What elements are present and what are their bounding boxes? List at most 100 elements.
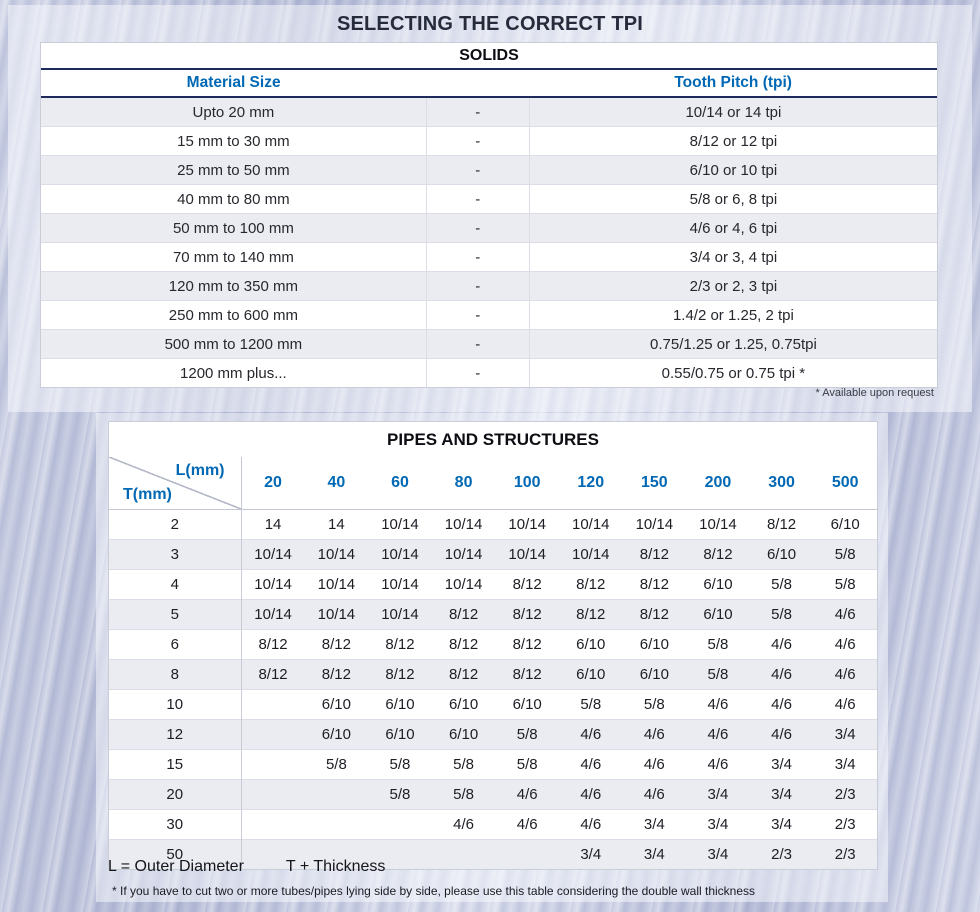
solids-row: 500 mm to 1200 mm -0.75/1.25 or 1.25, 0.7… [41,329,937,359]
legend-outer-diameter: L = Outer Diameter [108,858,244,875]
tpi-value-cell: 4/6 [749,688,814,719]
tpi-value-cell: 5/8 [622,688,687,719]
thickness-value-cell: 3 [109,538,242,569]
diameter-column-header: 40 [304,457,369,510]
tpi-value-cell: 6/10 [558,628,623,659]
thickness-value-cell: 5 [109,598,242,629]
tpi-value-cell: 10/14 [699,515,737,533]
tpi-value-cell: 8/12 [622,568,687,599]
solids-row: 70 mm to 140 mm -3/4 or 3, 4 tpi [41,242,937,272]
material-size-cell: 250 mm to 600 mm [41,300,427,330]
tpi-value-cell: 14 [328,515,345,533]
solids-table-body: Upto 20 mm -10/14 or 14 tpi 15 mm to 30 mm… [41,96,937,387]
tpi-value-cell: 4/6 [558,748,623,779]
material-size-cell: 500 mm to 1200 mm [41,329,427,359]
tpi-value-cell: 8/12 [495,598,559,629]
tpi-value-cell: 14 [264,515,282,533]
pipes-row: 5 10/14 10/14 10/14 8/12 8/12 8/12 8/12 6/10 5/8 4… [109,598,877,629]
pipes-row: 20 5/8 5/8 4/6 4/6 4/6 3/4 3/4 2/3 [109,778,877,809]
tpi-value-cell [241,778,305,809]
diameter-column-header: 60 [368,457,432,510]
tpi-value-cell: 6/10 [304,688,369,719]
tpi-value-cell: 6/10 [431,718,496,749]
tpi-value-cell [241,838,305,869]
tpi-value-cell [495,838,559,869]
tpi-value-cell: 8/12 [495,568,559,599]
solids-row: 50 mm to 100 mm -4/6 or 4, 6 tpi [41,213,937,243]
pipes-row: 50 3/4 3/4 3/4 2/3 2/3 [109,838,877,869]
tpi-value-cell: 3/4 [813,748,877,779]
tpi-value-cell: 4/6 [558,718,623,749]
tpi-value-cell: 6/10 [368,718,432,749]
diameter-column-header: 100 [495,457,559,510]
tpi-value-cell: 10/14 [444,515,483,533]
tpi-value-cell: 3/4 [622,808,687,839]
tpi-value-cell: 4/6 [622,778,687,809]
tpi-value-cell: 6/10 [304,718,369,749]
tpi-value-cell: 10/14 [241,568,305,599]
tpi-value-cell: 5/8 [813,568,877,599]
pipes-row: 8 8/12 8/12 8/12 8/12 8/12 6/10 6/10 5/8 4/6 4/6 [109,658,877,689]
tpi-value-cell: 6/10 [830,515,860,533]
thickness-axis-label: T(mm) [123,485,172,503]
tpi-value-cell [304,778,369,809]
solids-row: 25 mm to 50 mm -6/10 or 10 tpi [41,155,937,185]
thickness-value-cell: 20 [109,778,242,809]
tpi-value-cell: 4/6 [749,658,814,689]
tpi-value-cell: 6/10 [749,538,814,569]
tpi-value-cell: 10/14 [571,515,610,533]
tpi-value-cell: 8/12 [241,628,305,659]
tpi-value-cell [241,748,305,779]
thickness-value-cell: 15 [109,748,242,779]
separator-cell: - [425,271,530,301]
tpi-value-cell: 4/6 [813,688,877,719]
corner-header-cell: L(mm) T(mm) [109,457,242,510]
pipes-row: 6 8/12 8/12 8/12 8/12 8/12 6/10 6/10 5/8 4/6 4/6 [109,628,877,659]
tpi-value-cell: 8/12 [766,515,797,533]
solids-panel: SOLIDS Material Size Tooth Pitch (tpi) U… [40,42,938,388]
separator-cell: - [425,242,530,272]
tpi-value-cell: 8/12 [304,658,369,689]
pipes-row: 2 14 14 10/14 10/14 10/14 10/14 10/14 10/14 8/12 6… [109,509,877,539]
material-size-cell: 70 mm to 140 mm [41,242,427,272]
separator-cell: - [425,96,530,127]
tpi-value-cell: 6/10 [622,628,687,659]
tooth-pitch-cell: 0.55/0.75 or 0.75 tpi * [528,358,937,387]
tooth-pitch-column-header: Tooth Pitch (tpi) [529,68,937,98]
material-size-column-header: Material Size [41,68,427,98]
tpi-value-cell: 3/4 [749,748,814,779]
pipes-row: 12 6/10 6/10 6/10 5/8 4/6 4/6 4/6 4/6 3/4 [109,718,877,749]
solids-row: 40 mm to 80 mm -5/8 or 6, 8 tpi [41,184,937,214]
tpi-value-cell [304,808,369,839]
pipes-row: 3 10/14 10/14 10/14 10/14 10/14 10/14 8/12 8/12 6… [109,538,877,569]
tpi-value-cell: 6/10 [368,688,432,719]
tpi-value-cell [241,808,305,839]
tpi-value-cell: 8/12 [558,598,623,629]
thickness-value-cell: 50 [109,838,242,869]
solids-row: Upto 20 mm -10/14 or 14 tpi [41,96,937,127]
tpi-value-cell: 4/6 [622,748,687,779]
tpi-value-cell: 4/6 [686,748,750,779]
tpi-value-cell: 6/10 [495,688,559,719]
tpi-value-cell: 10/14 [368,568,432,599]
diameter-column-header: 120 [558,457,623,510]
tpi-value-cell: 4/6 [813,658,877,689]
thickness-value-cell: 4 [109,568,242,599]
tpi-value-cell [304,838,369,869]
separator-cell: - [425,358,530,387]
pipes-panel: PIPES AND STRUCTURES L(mm) T(mm) 20 40 60 8… [108,421,878,870]
tooth-pitch-cell: 2/3 or 2, 3 tpi [528,271,937,301]
tpi-value-cell: 5/8 [368,778,432,809]
tpi-value-cell: 2/3 [813,838,877,869]
tpi-value-cell: 8/12 [431,658,496,689]
tpi-value-cell [241,718,305,749]
tooth-pitch-cell: 8/12 or 12 tpi [528,126,937,156]
tpi-value-cell: 10/14 [431,568,496,599]
pipes-row: 30 4/6 4/6 4/6 3/4 3/4 3/4 2/3 [109,808,877,839]
tpi-value-cell: 4/6 [622,718,687,749]
tpi-value-cell: 5/8 [749,598,814,629]
tpi-value-cell: 4/6 [431,808,496,839]
tpi-value-cell: 10/14 [381,515,419,533]
tpi-value-cell: 4/6 [749,628,814,659]
